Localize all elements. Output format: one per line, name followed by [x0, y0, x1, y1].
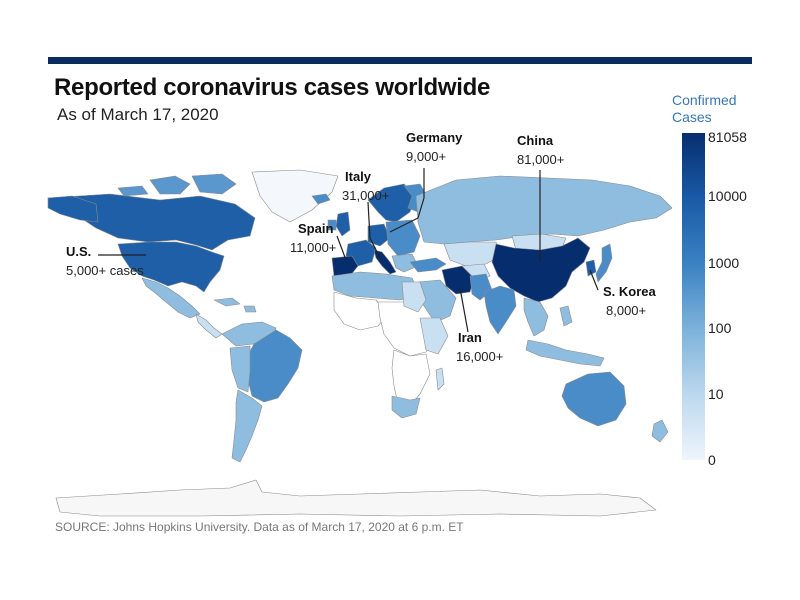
germany-leader-tail — [389, 197, 425, 233]
se-asia — [523, 297, 549, 337]
legend-tick-10: 10 — [708, 386, 724, 402]
east-europe — [385, 219, 421, 257]
callout-spain-value: 11,000+ — [290, 240, 337, 255]
west-africa — [333, 291, 389, 331]
callout-germany-value: 9,000+ — [406, 149, 447, 164]
scandinavia — [367, 183, 417, 223]
iran-leader — [459, 287, 469, 333]
peru-bolivia — [229, 345, 251, 393]
callout-us-name: U.S. — [66, 244, 92, 259]
iran — [441, 265, 475, 295]
page-title: Reported coronavirus cases worldwide — [54, 74, 491, 101]
central-america — [195, 313, 223, 339]
australia — [561, 371, 627, 427]
callout-iran-value: 16,000+ — [456, 349, 504, 364]
egypt-sudan — [401, 281, 427, 313]
mexico — [141, 277, 201, 319]
legend-title: Confirmed Cases — [672, 92, 752, 126]
philippines — [559, 305, 573, 327]
uk — [335, 211, 351, 237]
south-africa — [391, 395, 421, 419]
legend-tick-max: 81058 — [708, 129, 747, 145]
italy-leader — [367, 201, 381, 259]
germany — [367, 223, 391, 247]
spain-leader — [336, 235, 347, 261]
callout-germany-name: Germany — [406, 130, 463, 145]
india — [483, 285, 517, 335]
legend-tick-0: 0 — [708, 452, 716, 468]
top-rule — [48, 57, 752, 64]
madagascar — [435, 367, 445, 391]
japan — [595, 243, 613, 283]
callout-us-value: 5,000+ cases — [66, 263, 144, 278]
greenland — [251, 169, 339, 223]
alaska — [47, 195, 99, 223]
legend-color-bar — [682, 133, 705, 460]
caribbean — [213, 297, 257, 313]
callout-china-value: 81,000+ — [517, 152, 565, 167]
legend-tick-1000: 1000 — [708, 255, 740, 271]
callout-iran-name: Iran — [458, 330, 482, 345]
canada-islands — [117, 173, 237, 197]
canada — [47, 193, 256, 251]
skorea-leader — [589, 269, 599, 291]
new-zealand — [651, 419, 669, 443]
south-korea — [585, 259, 597, 277]
callout-italy-name: Italy — [345, 169, 372, 184]
antarctica — [55, 479, 657, 517]
east-africa — [419, 317, 449, 355]
spain — [331, 255, 359, 277]
callout-china-name: China — [517, 133, 554, 148]
ireland — [327, 219, 337, 231]
legend-title-line1: Confirmed — [672, 92, 737, 108]
balkans — [391, 253, 419, 273]
callout-italy-value: 31,000+ — [342, 188, 390, 203]
page-subtitle: As of March 17, 2020 — [57, 105, 219, 124]
callout-spain-name: Spain — [298, 221, 334, 236]
china — [491, 237, 591, 303]
callout-skorea-value: 8,000+ — [606, 303, 647, 318]
chile-argentina — [231, 389, 263, 463]
legend-title-line2: Cases — [672, 109, 712, 125]
iceland — [311, 193, 331, 205]
legend-tick-10000: 10000 — [708, 188, 747, 204]
legend-tick-100: 100 — [708, 320, 732, 336]
source-note: SOURCE: Johns Hopkins University. Data a… — [55, 520, 464, 534]
callout-skorea-name: S. Korea — [603, 284, 656, 299]
indonesia — [525, 339, 605, 367]
turkey — [409, 257, 447, 273]
